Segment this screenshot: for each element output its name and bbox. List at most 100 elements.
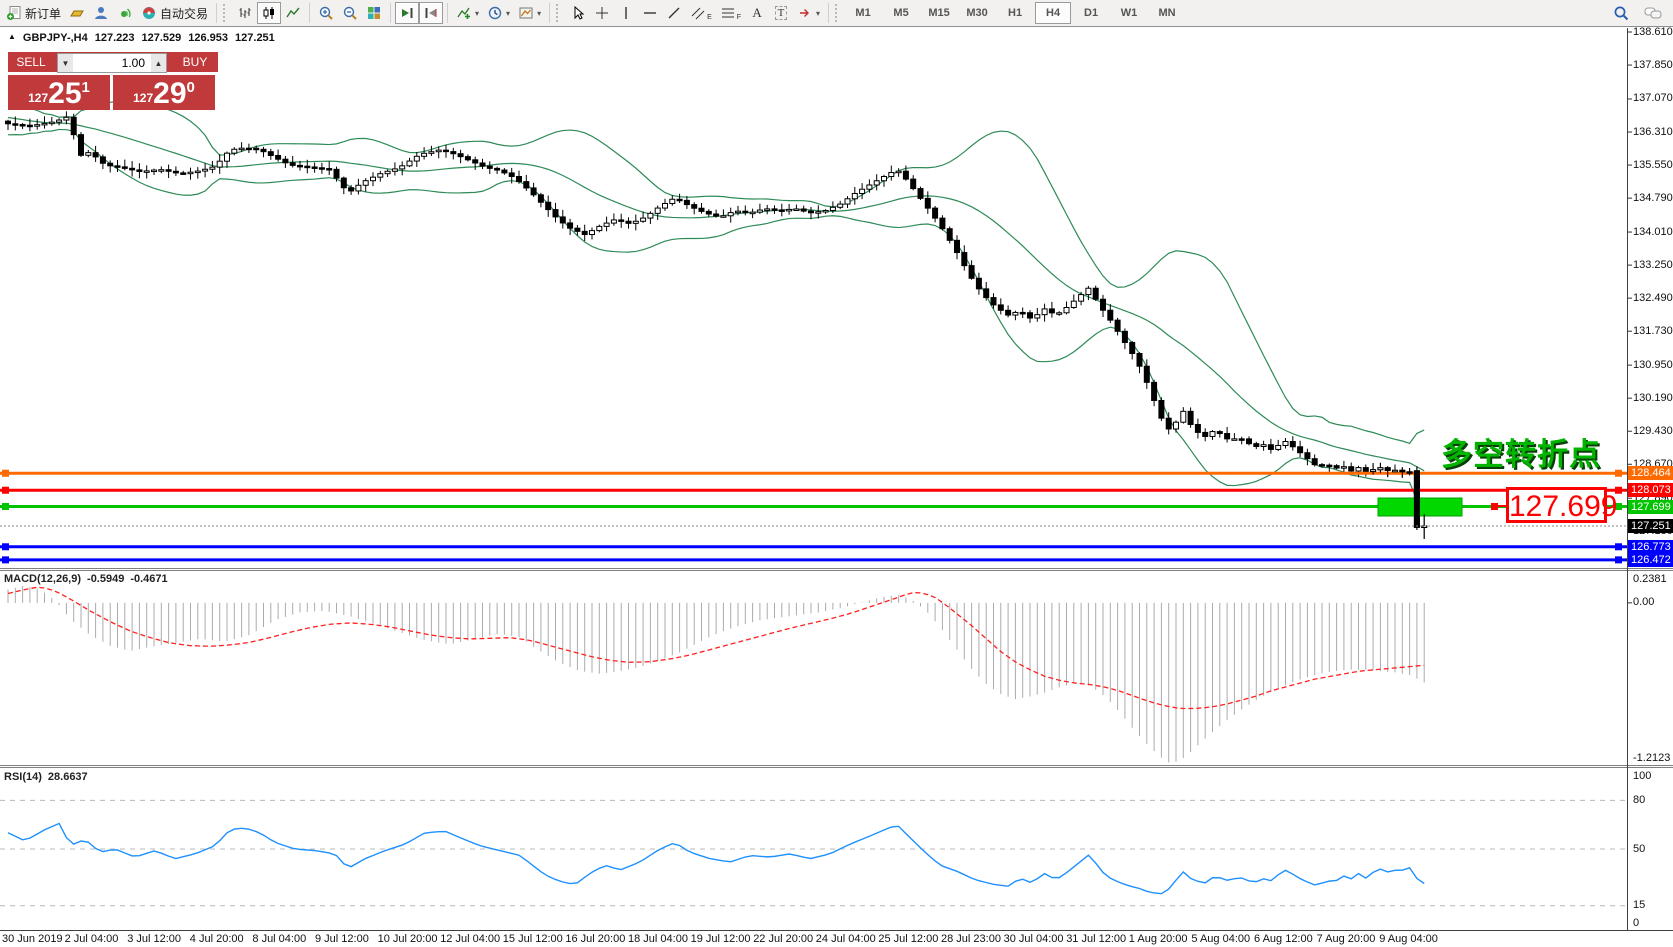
fibonacci-button[interactable]: F <box>716 2 745 24</box>
sell-price-pipette: 1 <box>81 79 90 96</box>
crosshair-button[interactable] <box>590 2 614 24</box>
callout-anchor-handle[interactable] <box>1491 503 1498 510</box>
timeframe-button-h1[interactable]: H1 <box>1008 7 1023 19</box>
timeframe-button-m1[interactable]: M1 <box>855 7 871 19</box>
timeframe-button-m15[interactable]: M15 <box>928 7 950 19</box>
time-axis-label: 30 Jun 2019 <box>2 933 63 945</box>
candle-body <box>92 152 99 158</box>
candle-body <box>793 208 800 211</box>
zoom-in-button[interactable] <box>314 2 338 24</box>
signals-button[interactable] <box>113 2 137 24</box>
auto-scroll-button[interactable] <box>395 2 420 24</box>
autotrading-button[interactable]: 自动交易 <box>137 2 212 24</box>
hline-left-handle[interactable] <box>2 503 9 511</box>
symbol-info-line: ▲ GBPJPY-,H4 127.223 127.529 126.953 127… <box>8 32 275 44</box>
chart-shift-button[interactable] <box>419 2 444 24</box>
new-order-button[interactable]: 新订单 <box>2 2 65 24</box>
time-axis-label: 19 Jul 12:00 <box>690 933 751 945</box>
profile-button[interactable] <box>89 2 113 24</box>
zoom-out-button[interactable] <box>338 2 362 24</box>
hline-left-handle[interactable] <box>2 543 9 551</box>
toolbar-separator <box>390 3 392 23</box>
search-button[interactable] <box>1609 2 1634 24</box>
hline-price-box-128.464[interactable]: 128.464 <box>1628 466 1673 481</box>
current-price-box[interactable]: 127.251 <box>1628 518 1673 533</box>
candlestick-chart-button[interactable] <box>257 2 282 24</box>
templates-button[interactable]: ▾ <box>514 2 545 24</box>
volume-value[interactable]: 1.00 <box>121 56 145 70</box>
candle-body <box>1413 470 1420 528</box>
candle-body <box>1362 467 1369 473</box>
candle-body <box>41 122 48 126</box>
trendline-button[interactable] <box>662 2 686 24</box>
timeframe-button-m30[interactable]: M30 <box>966 7 988 19</box>
hline-right-handle[interactable] <box>1615 556 1622 564</box>
tile-windows-button[interactable] <box>362 2 386 24</box>
candle-body <box>924 197 931 209</box>
candle-body <box>253 147 260 151</box>
toolbar-drag-handle[interactable] <box>835 4 841 22</box>
candle-body <box>143 170 150 173</box>
candle-body <box>610 219 617 224</box>
highlight-rectangle[interactable] <box>1377 497 1463 517</box>
candle-body <box>559 216 566 224</box>
hline-price-box-128.073[interactable]: 128.073 <box>1628 483 1673 498</box>
timeframe-button-m5[interactable]: M5 <box>893 7 909 19</box>
candle-body <box>946 228 953 241</box>
hline-right-handle[interactable] <box>1615 543 1622 551</box>
hline-left-handle[interactable] <box>2 469 9 477</box>
hline-left-handle[interactable] <box>2 556 9 564</box>
buy-price-box[interactable]: 127 29 0 <box>113 75 215 110</box>
hline-right-handle[interactable] <box>1615 503 1622 511</box>
indicators-button[interactable]: ▾ <box>452 2 483 24</box>
periods-button[interactable]: ▾ <box>483 2 514 24</box>
hline-price-box-126.773[interactable]: 126.773 <box>1628 539 1673 554</box>
price-callout-box[interactable]: 127.699 <box>1506 487 1617 523</box>
auto-scroll-icon <box>399 5 415 21</box>
buy-button[interactable]: BUY <box>172 52 218 72</box>
hline-price-box-127.699[interactable]: 127.699 <box>1628 499 1673 514</box>
line-chart-button[interactable] <box>281 2 305 24</box>
volume-increase-button[interactable]: ▲ <box>151 54 166 72</box>
gold-button[interactable] <box>65 2 89 24</box>
chat-button[interactable] <box>1640 2 1667 24</box>
candle-body <box>1319 464 1325 467</box>
candle-body <box>151 169 157 173</box>
candle-body <box>1151 381 1158 401</box>
candle-body <box>1121 330 1128 344</box>
candle-body <box>355 184 362 192</box>
candle-body <box>384 170 391 175</box>
sell-button[interactable]: SELL <box>8 52 54 72</box>
bar-chart-button[interactable] <box>233 2 257 24</box>
sell-price-prefix: 127 <box>28 91 49 105</box>
equidistant-channel-button[interactable]: E <box>686 2 716 24</box>
hline-left-handle[interactable] <box>2 486 9 494</box>
horizontal-line-button[interactable] <box>638 2 662 24</box>
vertical-line-button[interactable] <box>614 2 638 24</box>
hline-right-handle[interactable] <box>1615 486 1622 494</box>
cursor-button[interactable] <box>566 2 590 24</box>
timeframe-button-h4[interactable]: H4 <box>1035 2 1072 24</box>
arrows-button[interactable]: ▾ <box>793 2 824 24</box>
price-tick-label: 138.610 <box>1633 25 1673 38</box>
collapse-panel-icon[interactable]: ▲ <box>8 32 16 41</box>
candle-body <box>910 178 917 190</box>
sell-price-box[interactable]: 127 25 1 <box>8 75 110 110</box>
hline-right-handle[interactable] <box>1615 469 1622 477</box>
time-axis-label: 10 Jul 20:00 <box>377 933 438 945</box>
text-label-button[interactable]: T <box>769 2 793 24</box>
timeframe-button-w1[interactable]: W1 <box>1120 7 1138 19</box>
toolbar-drag-handle[interactable] <box>223 4 229 22</box>
candle-body <box>377 173 384 178</box>
hline-price-box-126.472[interactable]: 126.472 <box>1628 552 1673 567</box>
time-axis-label: 31 Jul 12:00 <box>1066 933 1127 945</box>
candle-body <box>1311 458 1318 466</box>
text-button[interactable]: A <box>745 2 769 24</box>
chart-shift-icon <box>423 5 439 21</box>
time-axis-label: 15 Jul 12:00 <box>502 933 563 945</box>
timeframe-button-mn[interactable]: MN <box>1158 7 1176 19</box>
volume-decrease-button[interactable]: ▼ <box>58 54 73 72</box>
timeframe-button-d1[interactable]: D1 <box>1084 7 1099 19</box>
toolbar-drag-handle[interactable] <box>556 4 562 22</box>
